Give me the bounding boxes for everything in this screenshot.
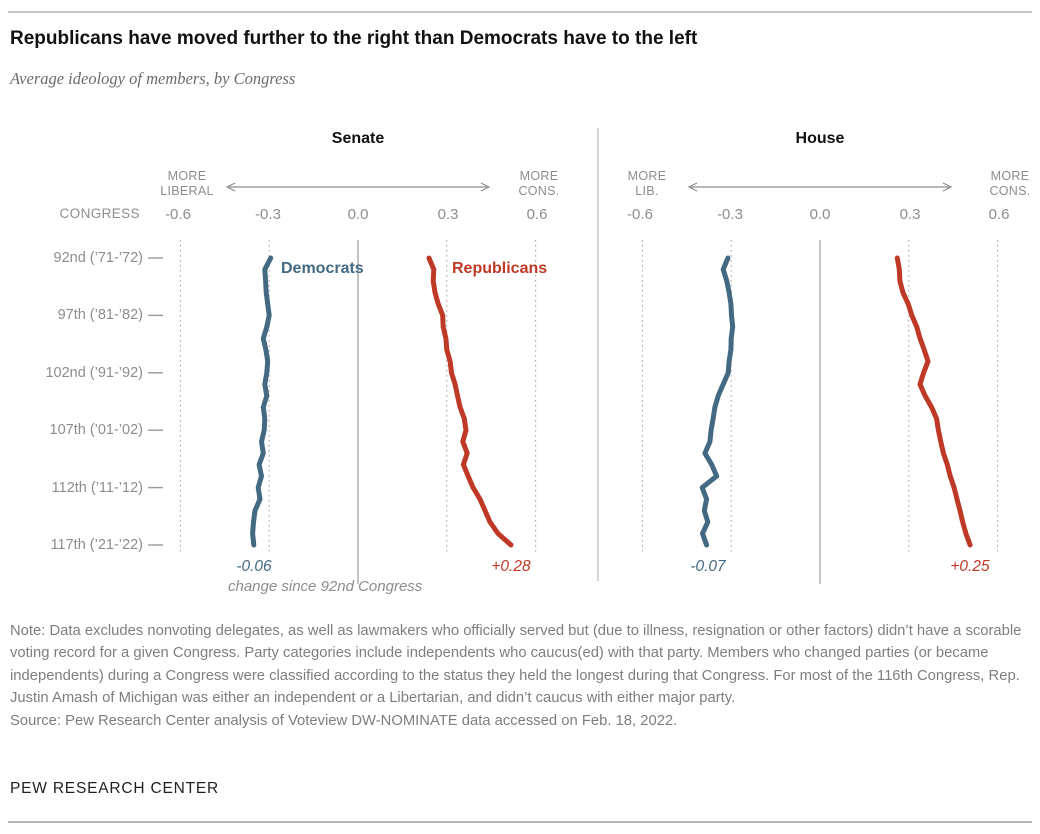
- top-rule: [8, 11, 1032, 13]
- senate-tick-pos03: 0.3: [437, 206, 459, 223]
- senate-more-cons-line1: MORE: [519, 169, 559, 183]
- house-more-cons-label: MORE CONS.: [960, 169, 1040, 199]
- congress-axis-label: CONGRESS: [59, 206, 140, 221]
- panel-title-senate: Senate: [331, 130, 385, 147]
- bottom-rule: [8, 821, 1032, 823]
- house-democrats-change-value: -0.07: [690, 558, 726, 575]
- house-republicans-change-value: +0.25: [950, 558, 990, 575]
- change-note: change since 92nd Congress: [228, 578, 423, 595]
- senate-tick-pos06: 0.6: [526, 206, 548, 223]
- senate-more-cons-label: MORE CONS.: [489, 169, 589, 199]
- senate-more-cons-line2: CONS.: [518, 184, 560, 198]
- house-tick-pos06: 0.6: [988, 206, 1010, 223]
- congress-row-label-117th: 117th (’21-’22): [50, 537, 143, 553]
- senate-more-liberal-label: MORE LIBERAL: [137, 169, 237, 199]
- senate-tick-neg03: -0.3: [255, 206, 281, 223]
- footer-brand: PEW RESEARCH CENTER: [10, 780, 219, 797]
- senate-democrats-change-value: -0.06: [236, 558, 272, 575]
- legend-republicans-label: Republicans: [452, 260, 548, 277]
- senate-more-liberal-line2: LIBERAL: [160, 184, 214, 198]
- congress-row-label-97th: 97th (’81-’82): [57, 307, 143, 323]
- house-tick-neg06: -0.6: [627, 206, 653, 223]
- congress-row-label-92nd: 92nd (’71-’72): [53, 250, 143, 266]
- house-more-cons-line2: CONS.: [989, 184, 1031, 198]
- house-more-cons-line1: MORE: [990, 169, 1030, 183]
- congress-row-label-112th: 112th (’11-’12): [51, 480, 143, 496]
- note-text: Note: Data excludes nonvoting delegates,…: [10, 623, 1022, 707]
- house-more-lib-line1: MORE: [627, 169, 667, 183]
- senate-tick-neg06: -0.6: [165, 206, 191, 223]
- chart-title: Republicans have moved further to the ri…: [10, 28, 698, 49]
- chart-subtitle: Average ideology of members, by Congress: [10, 69, 296, 88]
- house-tick-zero: 0.0: [809, 206, 831, 223]
- house-tick-neg03: -0.3: [717, 206, 743, 223]
- senate-more-liberal-line1: MORE: [167, 169, 207, 183]
- chart-canvas: [148, 128, 999, 584]
- senate-tick-zero: 0.0: [347, 206, 369, 223]
- panel-title-house: House: [795, 130, 845, 147]
- notes-block: Note: Data excludes nonvoting delegates,…: [10, 620, 1032, 732]
- congress-row-label-102nd: 102nd (’91-’92): [45, 365, 143, 381]
- house-more-lib-label: MORE LIB.: [597, 169, 697, 199]
- source-text: Source: Pew Research Center analysis of …: [10, 712, 678, 729]
- congress-row-label-107th: 107th (’01-’02): [49, 422, 144, 438]
- legend-democrats-label: Democrats: [281, 260, 364, 277]
- senate-republicans-change-value: +0.28: [491, 558, 531, 575]
- house-more-lib-line2: LIB.: [635, 184, 659, 198]
- house-tick-pos03: 0.3: [899, 206, 921, 223]
